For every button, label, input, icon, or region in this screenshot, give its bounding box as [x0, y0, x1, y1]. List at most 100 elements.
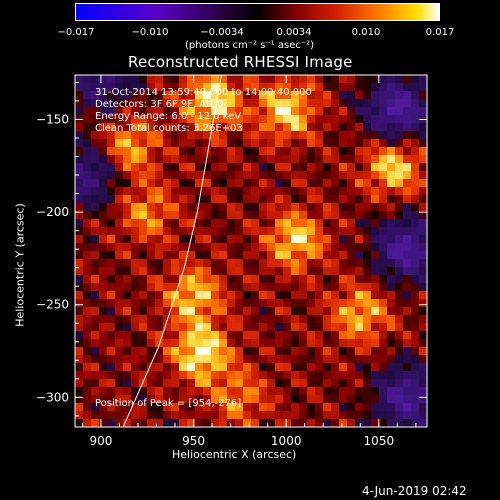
heatmap-cell [107, 387, 116, 396]
heatmap-cell [195, 267, 204, 276]
heatmap-cell [251, 211, 260, 220]
heatmap-cell [307, 179, 316, 188]
heatmap-cell [323, 363, 332, 372]
heatmap-cell [179, 347, 188, 356]
heatmap-cell [259, 123, 268, 132]
heatmap-cell [91, 251, 100, 260]
heatmap-cell [387, 179, 396, 188]
heatmap-cell [387, 83, 396, 92]
heatmap-cell [235, 235, 244, 244]
heatmap-cell [211, 315, 220, 324]
heatmap-cell [75, 371, 84, 380]
heatmap-cell [219, 171, 228, 180]
heatmap-cell [299, 291, 308, 300]
heatmap-cell [195, 75, 204, 84]
heatmap-cell [219, 107, 228, 116]
heatmap-cell [283, 347, 292, 356]
heatmap-cell [323, 147, 332, 156]
heatmap-cell [355, 339, 364, 348]
heatmap-cell [387, 131, 396, 140]
heatmap-cell [83, 411, 92, 420]
heatmap-cell [307, 259, 316, 268]
heatmap-cell [291, 219, 300, 228]
heatmap-cell [195, 315, 204, 324]
heatmap-cell [123, 171, 132, 180]
heatmap-cell [371, 403, 380, 412]
heatmap-cell [291, 75, 300, 84]
heatmap-cell [251, 171, 260, 180]
heatmap-cell [419, 179, 427, 188]
heatmap-cell [211, 331, 220, 340]
heatmap-cell [131, 99, 140, 108]
heatmap-cell [307, 99, 316, 108]
heatmap-cell [411, 267, 420, 276]
heatmap-cell [123, 147, 132, 156]
heatmap-cell [227, 123, 236, 132]
heatmap-cell [371, 91, 380, 100]
heatmap-cell [83, 307, 92, 316]
heatmap-cell [187, 299, 196, 308]
heatmap-cell [163, 299, 172, 308]
heatmap-cell [251, 147, 260, 156]
heatmap-cell [179, 99, 188, 108]
heatmap-cell [267, 163, 276, 172]
heatmap-cell [251, 251, 260, 260]
heatmap-cell [203, 363, 212, 372]
heatmap-cell [171, 115, 180, 124]
heatmap-cell [275, 115, 284, 124]
heatmap-cell [395, 219, 404, 228]
heatmap-cell [75, 139, 84, 148]
heatmap-cell [387, 211, 396, 220]
heatmap-cell [291, 347, 300, 356]
heatmap-cell [83, 115, 92, 124]
heatmap-cell [395, 403, 404, 412]
heatmap-cell [315, 187, 324, 196]
heatmap-cell [419, 347, 427, 356]
heatmap-cell [227, 91, 236, 100]
heatmap-cell [139, 219, 148, 228]
heatmap-cell [187, 243, 196, 252]
heatmap-cell [107, 403, 116, 412]
heatmap-cell [75, 171, 84, 180]
heatmap-cell [211, 163, 220, 172]
heatmap-cell [371, 395, 380, 404]
heatmap-cell [379, 139, 388, 148]
heatmap-cell [91, 219, 100, 228]
heatmap-cell [187, 371, 196, 380]
heatmap-cell [323, 291, 332, 300]
heatmap-cell [403, 227, 412, 236]
heatmap-cell [355, 331, 364, 340]
heatmap-cell [299, 99, 308, 108]
heatmap-cell [219, 99, 228, 108]
heatmap-cell [379, 291, 388, 300]
heatmap-cell [371, 115, 380, 124]
heatmap-cell [123, 379, 132, 388]
heatmap-cell [387, 91, 396, 100]
heatmap-cell [347, 403, 356, 412]
heatmap-cell [163, 403, 172, 412]
heatmap-cell [187, 347, 196, 356]
heatmap-cell [339, 323, 348, 332]
heatmap-cell [163, 251, 172, 260]
heatmap-cell [411, 419, 420, 427]
heatmap-cell [139, 355, 148, 364]
heatmap-cell [355, 195, 364, 204]
heatmap-cell [355, 211, 364, 220]
heatmap-cell [203, 115, 212, 124]
heatmap-cell [323, 395, 332, 404]
heatmap-cell [75, 323, 84, 332]
heatmap-cell [131, 155, 140, 164]
heatmap-cell [131, 419, 140, 427]
chart-title: Reconstructed RHESSI Image [128, 53, 353, 71]
heatmap-cell [179, 355, 188, 364]
heatmap-cell [147, 363, 156, 372]
heatmap-cell [419, 355, 427, 364]
heatmap-cell [387, 147, 396, 156]
heatmap-cell [267, 331, 276, 340]
heatmap-cell [299, 179, 308, 188]
heatmap-cell [203, 387, 212, 396]
heatmap-cell [371, 411, 380, 420]
heatmap-cell [227, 115, 236, 124]
heatmap-cell [243, 307, 252, 316]
heatmap-cell [259, 131, 268, 140]
